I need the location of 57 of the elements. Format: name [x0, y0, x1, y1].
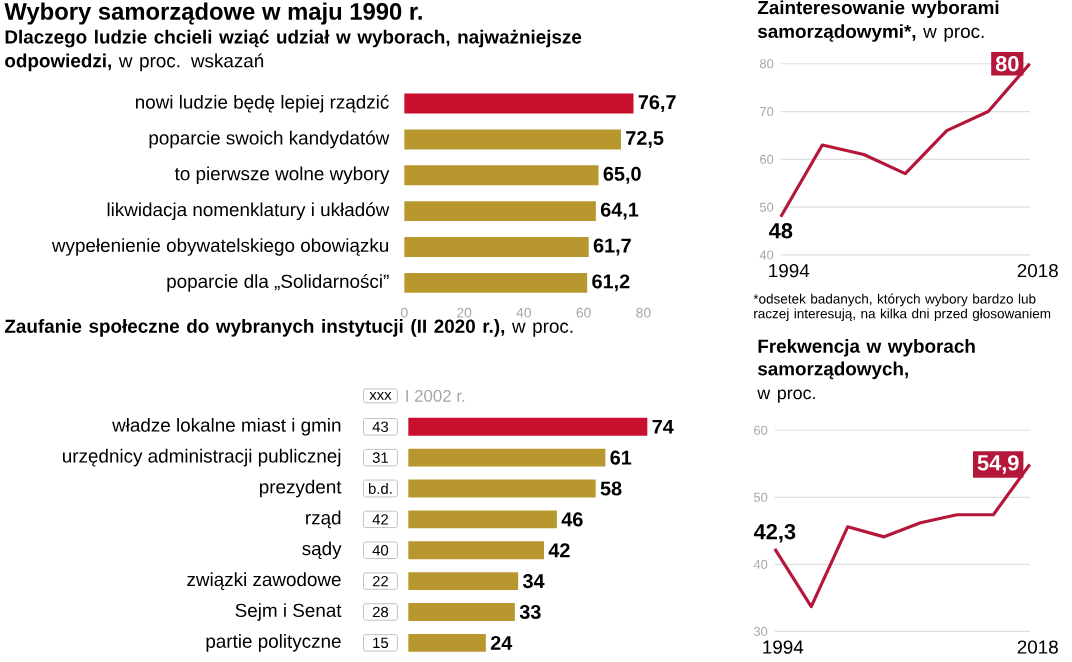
y-tick-label: związki zawodowe: [187, 572, 341, 591]
data-label: 46: [561, 512, 583, 527]
bar: [404, 165, 599, 186]
data-label: 80: [995, 56, 1019, 72]
data-label: 58: [600, 481, 622, 496]
bar: [408, 603, 515, 622]
chart-title: Zaufanie społeczne do wybranych instytucji (II 2020 r.), w proc.: [4, 319, 573, 338]
y-tick-label: prezydent: [259, 480, 342, 498]
bar: [404, 237, 589, 258]
data-label: 61: [610, 450, 632, 465]
data-label: 48: [769, 223, 793, 239]
x-tick-label: 2018: [1017, 264, 1058, 278]
y-tick-label: nowi ludzie będę lepiej rządzić: [135, 95, 389, 113]
data-label: 61,2: [592, 274, 630, 292]
data-label: 65,0: [603, 167, 641, 185]
data-label: 42: [548, 543, 570, 558]
y-tick-label: sądy: [302, 541, 342, 560]
bar: [408, 541, 544, 560]
data-label: 33: [519, 605, 541, 620]
data-label: 42,3: [753, 524, 796, 543]
y-tick-label: władze lokalne miast i gmin: [112, 418, 341, 436]
data-label: 54,9: [977, 455, 1019, 475]
y-tick-label: likwidacja nomenklatury i układów: [107, 202, 390, 221]
y-tick-label: partie polityczne: [206, 634, 341, 652]
x-tick-label: 1994: [769, 264, 810, 278]
bar: [408, 572, 519, 591]
y-tick-label: poparcie dla „Solidarności”: [167, 274, 389, 293]
data-label: 76,7: [638, 95, 676, 113]
chart-title: Frekwencja w wyborach samorządowych,: [757, 339, 975, 380]
y-tick-label: to pierwsze wolne wybory: [174, 166, 390, 185]
y-tick-label: rząd: [306, 510, 341, 529]
y-tick-label: poparcie swoich kandydatów: [149, 130, 390, 149]
chart-subtitle: Dlaczego ludzie chcieli wziąć udział w wyborach, najważniejsze odpowiedzi, w proc. wskazań: [5, 29, 582, 72]
data-label: 64,1: [600, 203, 639, 220]
bar: [404, 129, 621, 150]
bar: [408, 418, 648, 437]
data-label: 34: [522, 574, 545, 589]
bar: [404, 201, 596, 222]
data-label: 24: [490, 636, 513, 651]
text: I 2002 r.: [406, 390, 465, 403]
bar: [408, 449, 606, 467]
chart-subtitle: w proc.: [757, 389, 815, 404]
text: Wybory samorządowe w maju 1990 r.: [4, 2, 422, 25]
data-label: 72,5: [626, 131, 664, 149]
bar: [404, 273, 588, 294]
data-label: 61,7: [593, 238, 631, 256]
y-tick-label: Sejm i Senat: [235, 603, 342, 622]
bar: [408, 510, 557, 529]
x-tick-label: 2018: [1017, 640, 1058, 655]
x-tick-label: 1994: [763, 640, 804, 655]
chart-title: Zainteresowanie wyborami samorządowymi*, w proc.: [757, 0, 999, 43]
data-label: 74: [652, 420, 674, 434]
bar: [404, 93, 634, 114]
y-tick-label: urzędnicy administracji publicznej: [63, 449, 341, 467]
bar: [408, 479, 596, 498]
y-tick-label: wypełenienie obywatelskiego obowiązku: [51, 238, 389, 257]
bar: [408, 634, 486, 653]
